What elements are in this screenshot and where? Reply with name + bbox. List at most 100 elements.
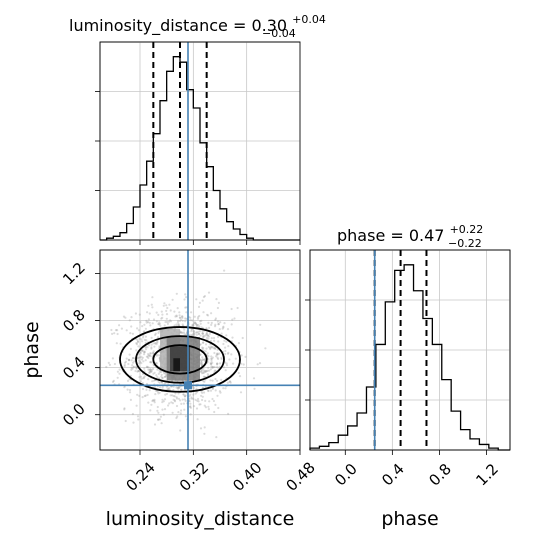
scatter-point — [199, 322, 202, 325]
scatter-point — [222, 326, 225, 329]
scatter-point — [152, 372, 155, 375]
scatter-point — [149, 361, 152, 364]
scatter-point — [130, 368, 133, 371]
luminosity-distance-hist-border — [99, 41, 301, 241]
scatter-point — [152, 379, 155, 382]
scatter-point — [147, 401, 150, 404]
scatter-point — [149, 360, 152, 364]
scatter-point — [200, 390, 203, 393]
scatter-point — [224, 346, 227, 349]
scatter-point — [202, 334, 205, 337]
scatter-point — [202, 371, 205, 375]
scatter-point — [208, 346, 212, 349]
scatter-point — [125, 357, 128, 360]
scatter-point — [259, 323, 262, 326]
scatter-point — [132, 365, 135, 368]
scatter-point — [177, 392, 180, 395]
scatter-point — [151, 380, 154, 383]
scatter-point — [192, 330, 196, 333]
scatter-point — [195, 333, 198, 336]
scatter-point — [162, 400, 165, 403]
scatter-point — [149, 355, 152, 358]
scatter-point — [223, 322, 226, 325]
scatter-point — [156, 340, 159, 343]
scatter-point — [211, 366, 214, 369]
scatter-point — [147, 366, 150, 369]
scatter-point — [184, 317, 187, 320]
scatter-point — [177, 323, 180, 326]
scatter-point — [225, 364, 229, 367]
scatter-point — [155, 311, 158, 314]
scatter-point — [195, 391, 198, 394]
scatter-point — [201, 391, 204, 394]
scatter-point — [173, 310, 176, 313]
scatter-point — [157, 418, 160, 421]
scatter-point — [123, 386, 126, 389]
scatter-point — [140, 362, 143, 365]
scatter-point — [105, 365, 108, 369]
scatter-point — [204, 350, 207, 353]
scatter-point — [230, 323, 233, 326]
scatter-point — [153, 401, 156, 404]
scatter-point — [137, 369, 140, 372]
scatter-point — [203, 295, 206, 298]
scatter-point — [210, 323, 213, 326]
scatter-point — [171, 402, 174, 405]
scatter-point — [157, 331, 160, 334]
scatter-point — [206, 314, 210, 317]
scatter-point — [173, 399, 176, 402]
scatter-point — [124, 316, 127, 319]
scatter-point — [153, 399, 156, 402]
scatter-point — [151, 351, 154, 354]
scatter-point — [201, 299, 204, 302]
scatter-point — [173, 395, 176, 398]
scatter-point — [210, 345, 213, 348]
scatter-point — [173, 324, 176, 327]
y-axis-label-phase: phase — [21, 321, 43, 378]
scatter-point — [161, 408, 164, 411]
scatter-point — [142, 376, 145, 379]
scatter-point — [171, 411, 174, 414]
scatter-point — [210, 362, 213, 365]
scatter-point — [239, 391, 243, 394]
scatter-point — [231, 318, 234, 321]
scatter-point — [165, 317, 168, 320]
scatter-point — [192, 330, 195, 333]
scatter-point — [156, 341, 159, 344]
scatter-point — [146, 355, 149, 358]
scatter-point — [168, 303, 171, 306]
scatter-point — [202, 295, 205, 299]
scatter-point — [211, 365, 214, 369]
scatter-point — [169, 309, 172, 312]
scatter-point — [172, 398, 175, 401]
scatter-point — [148, 354, 151, 357]
scatter-point — [223, 339, 226, 342]
scatter-point — [218, 390, 221, 393]
scatter-point — [177, 397, 180, 400]
scatter-point — [116, 376, 119, 379]
scatter-point — [157, 323, 161, 326]
scatter-point — [164, 320, 167, 324]
scatter-point — [154, 332, 157, 335]
scatter-point — [113, 332, 116, 335]
scatter-point — [151, 306, 154, 309]
scatter-point — [143, 351, 146, 354]
scatter-point — [148, 371, 151, 374]
scatter-point — [193, 332, 196, 335]
scatter-point — [140, 355, 143, 358]
scatter-point — [154, 333, 157, 336]
scatter-point — [179, 412, 182, 415]
scatter-point — [143, 338, 146, 341]
scatter-point — [150, 336, 153, 339]
scatter-point — [123, 361, 127, 364]
scatter-point — [147, 368, 150, 371]
scatter-point — [147, 353, 150, 356]
scatter-point — [131, 357, 134, 360]
scatter-point — [195, 298, 198, 301]
scatter-point — [144, 346, 147, 349]
scatter-point — [147, 318, 150, 321]
scatter-point — [192, 322, 195, 325]
density-contour-0 — [152, 344, 208, 375]
scatter-point — [143, 353, 146, 356]
scatter-point — [180, 318, 183, 321]
